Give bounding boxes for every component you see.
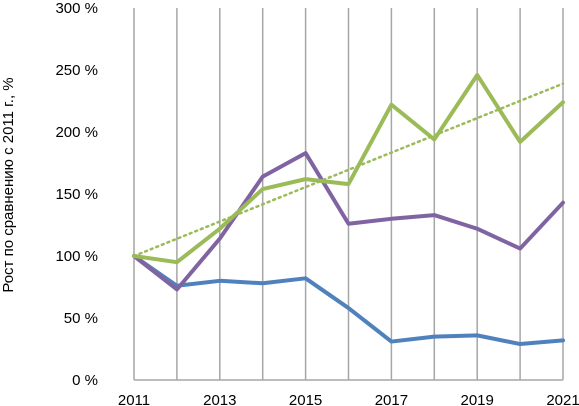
x-tick-label: 2017 — [375, 392, 408, 406]
x-tick-label: 2011 — [118, 392, 150, 406]
x-tick-label: 2019 — [461, 392, 494, 406]
y-tick-label: 200 % — [55, 124, 98, 141]
y-axis-title: Рост по сравнению с 2011 г., % — [0, 77, 17, 292]
trendline — [132, 82, 565, 258]
series-line-3 — [132, 72, 565, 265]
x-tick-label: 2013 — [203, 392, 236, 406]
x-tick-label: 2015 — [289, 392, 322, 406]
y-tick-label: 250 % — [55, 62, 98, 79]
series-line-1 — [132, 254, 565, 347]
y-axis-tick-labels: 0 % 50 % 100 % 150 % 200 % 250 % 300 % — [55, 0, 98, 389]
y-tick-label: 300 % — [55, 0, 98, 17]
series-lines — [132, 72, 565, 347]
vertical-gridlines — [133, 8, 564, 381]
x-axis-tick-labels: 2011 2013 2015 2017 2019 2021 — [118, 392, 579, 406]
y-tick-label: 100 % — [55, 248, 98, 265]
x-tick-label: 2021 — [546, 392, 579, 406]
y-tick-label: 0 % — [72, 372, 98, 389]
y-tick-label: 50 % — [64, 310, 98, 327]
series-line-2 — [132, 151, 565, 292]
y-tick-label: 150 % — [55, 186, 98, 203]
trendline-layer — [132, 82, 565, 258]
